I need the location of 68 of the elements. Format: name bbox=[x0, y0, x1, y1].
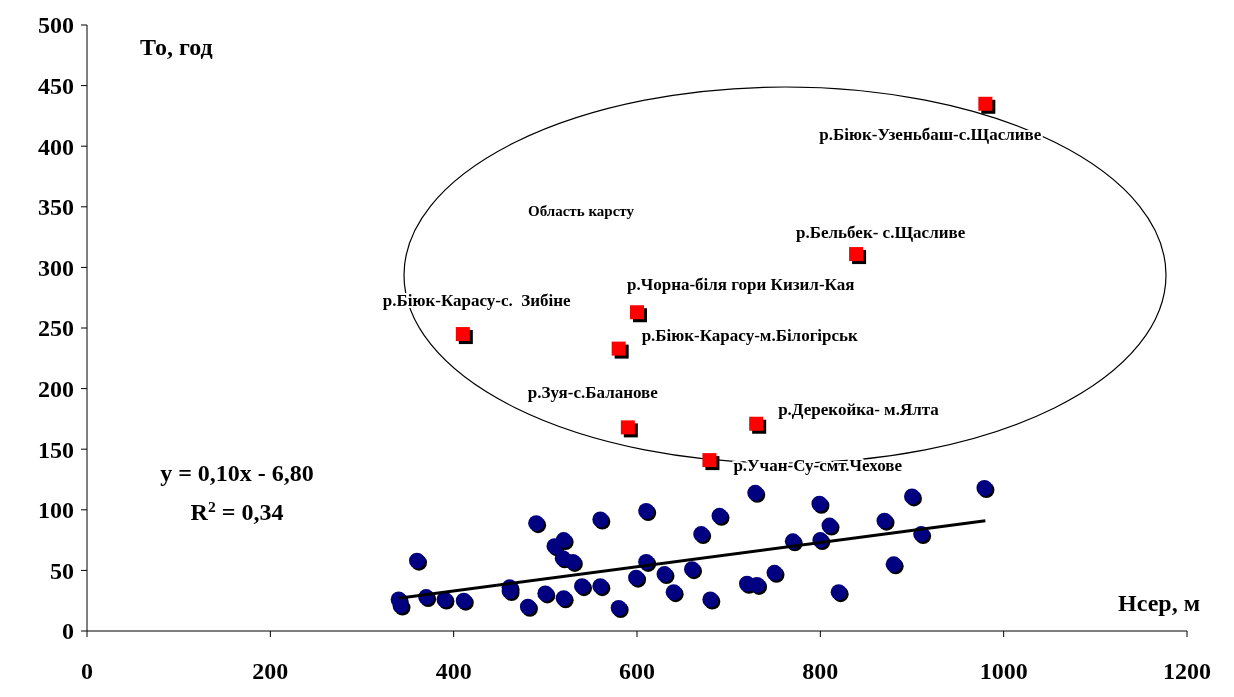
annotation: р.Бельбек- с.Щасливе bbox=[796, 223, 966, 243]
point bbox=[638, 503, 655, 520]
point bbox=[537, 585, 554, 602]
point bbox=[766, 564, 783, 581]
point bbox=[684, 561, 700, 578]
annotation: Область карсту bbox=[528, 203, 635, 219]
point bbox=[409, 552, 425, 569]
point bbox=[555, 590, 572, 607]
x-tick-label: 600 bbox=[619, 658, 655, 684]
y-tick-label: 400 bbox=[38, 133, 74, 160]
y-tick-label: 500 bbox=[38, 12, 74, 39]
y-axis-title: То, год bbox=[140, 34, 213, 60]
point bbox=[849, 247, 864, 262]
x-tick-label: 1200 bbox=[1163, 658, 1211, 684]
y-tick-label: 0 bbox=[62, 618, 74, 645]
y-tick-label: 250 bbox=[38, 315, 74, 342]
x-tick-label: 800 bbox=[802, 658, 839, 684]
y-tick-label: 200 bbox=[38, 376, 74, 402]
point bbox=[574, 578, 590, 595]
point bbox=[747, 484, 764, 501]
point bbox=[885, 556, 902, 573]
y-tick-label: 100 bbox=[38, 497, 74, 524]
point bbox=[455, 327, 470, 342]
y-tick-label: 450 bbox=[38, 73, 74, 99]
annotation: р.Біюк-Карасу-м.Білогірськ bbox=[641, 325, 859, 345]
x-tick-label: 200 bbox=[252, 658, 289, 684]
point bbox=[876, 512, 893, 529]
point bbox=[628, 569, 645, 586]
annotation: y = 0,10x - 6,80 bbox=[160, 460, 314, 486]
point bbox=[693, 526, 710, 543]
point bbox=[702, 453, 717, 468]
annotation: R$^{2}$ = 0,34 bbox=[190, 497, 284, 525]
x-tick-label: 0 bbox=[81, 658, 93, 684]
point bbox=[528, 515, 545, 532]
point bbox=[749, 576, 766, 593]
y-tick-label: 150 bbox=[38, 436, 74, 463]
point bbox=[592, 511, 609, 528]
annotation: р.Дерекойка- м.Ялта bbox=[778, 399, 940, 419]
x-tick-label: 400 bbox=[435, 658, 472, 684]
point bbox=[455, 592, 472, 609]
annotation: р.Бiюк-Узеньбаш-с.Щасливе bbox=[819, 124, 1042, 144]
point bbox=[811, 495, 828, 512]
point bbox=[630, 305, 644, 320]
annotation: р.Учан-Су-смт.Чехове bbox=[733, 456, 903, 476]
x-tick-label: 1000 bbox=[979, 658, 1028, 684]
y-tick-label: 350 bbox=[38, 194, 74, 221]
point bbox=[830, 584, 847, 601]
y-tick-label: 300 bbox=[38, 254, 74, 281]
x-axis-title: Нсер, м bbox=[1118, 590, 1200, 616]
point bbox=[821, 517, 838, 534]
point bbox=[620, 420, 635, 435]
point bbox=[665, 584, 682, 601]
point bbox=[978, 96, 993, 111]
point bbox=[610, 599, 627, 616]
y-tick-label: 50 bbox=[50, 557, 74, 584]
point bbox=[904, 488, 920, 505]
point bbox=[519, 598, 536, 615]
point bbox=[592, 578, 609, 595]
point bbox=[702, 591, 719, 608]
point bbox=[564, 553, 581, 570]
point bbox=[611, 341, 626, 356]
point bbox=[656, 566, 673, 583]
point bbox=[711, 507, 728, 524]
annotation: р.Чорна-біля гори Кизил-Кая bbox=[627, 275, 855, 295]
point bbox=[976, 479, 993, 496]
annotation: р.Зуя-с.Баланове bbox=[527, 383, 659, 403]
point bbox=[555, 532, 572, 549]
point bbox=[749, 416, 764, 431]
